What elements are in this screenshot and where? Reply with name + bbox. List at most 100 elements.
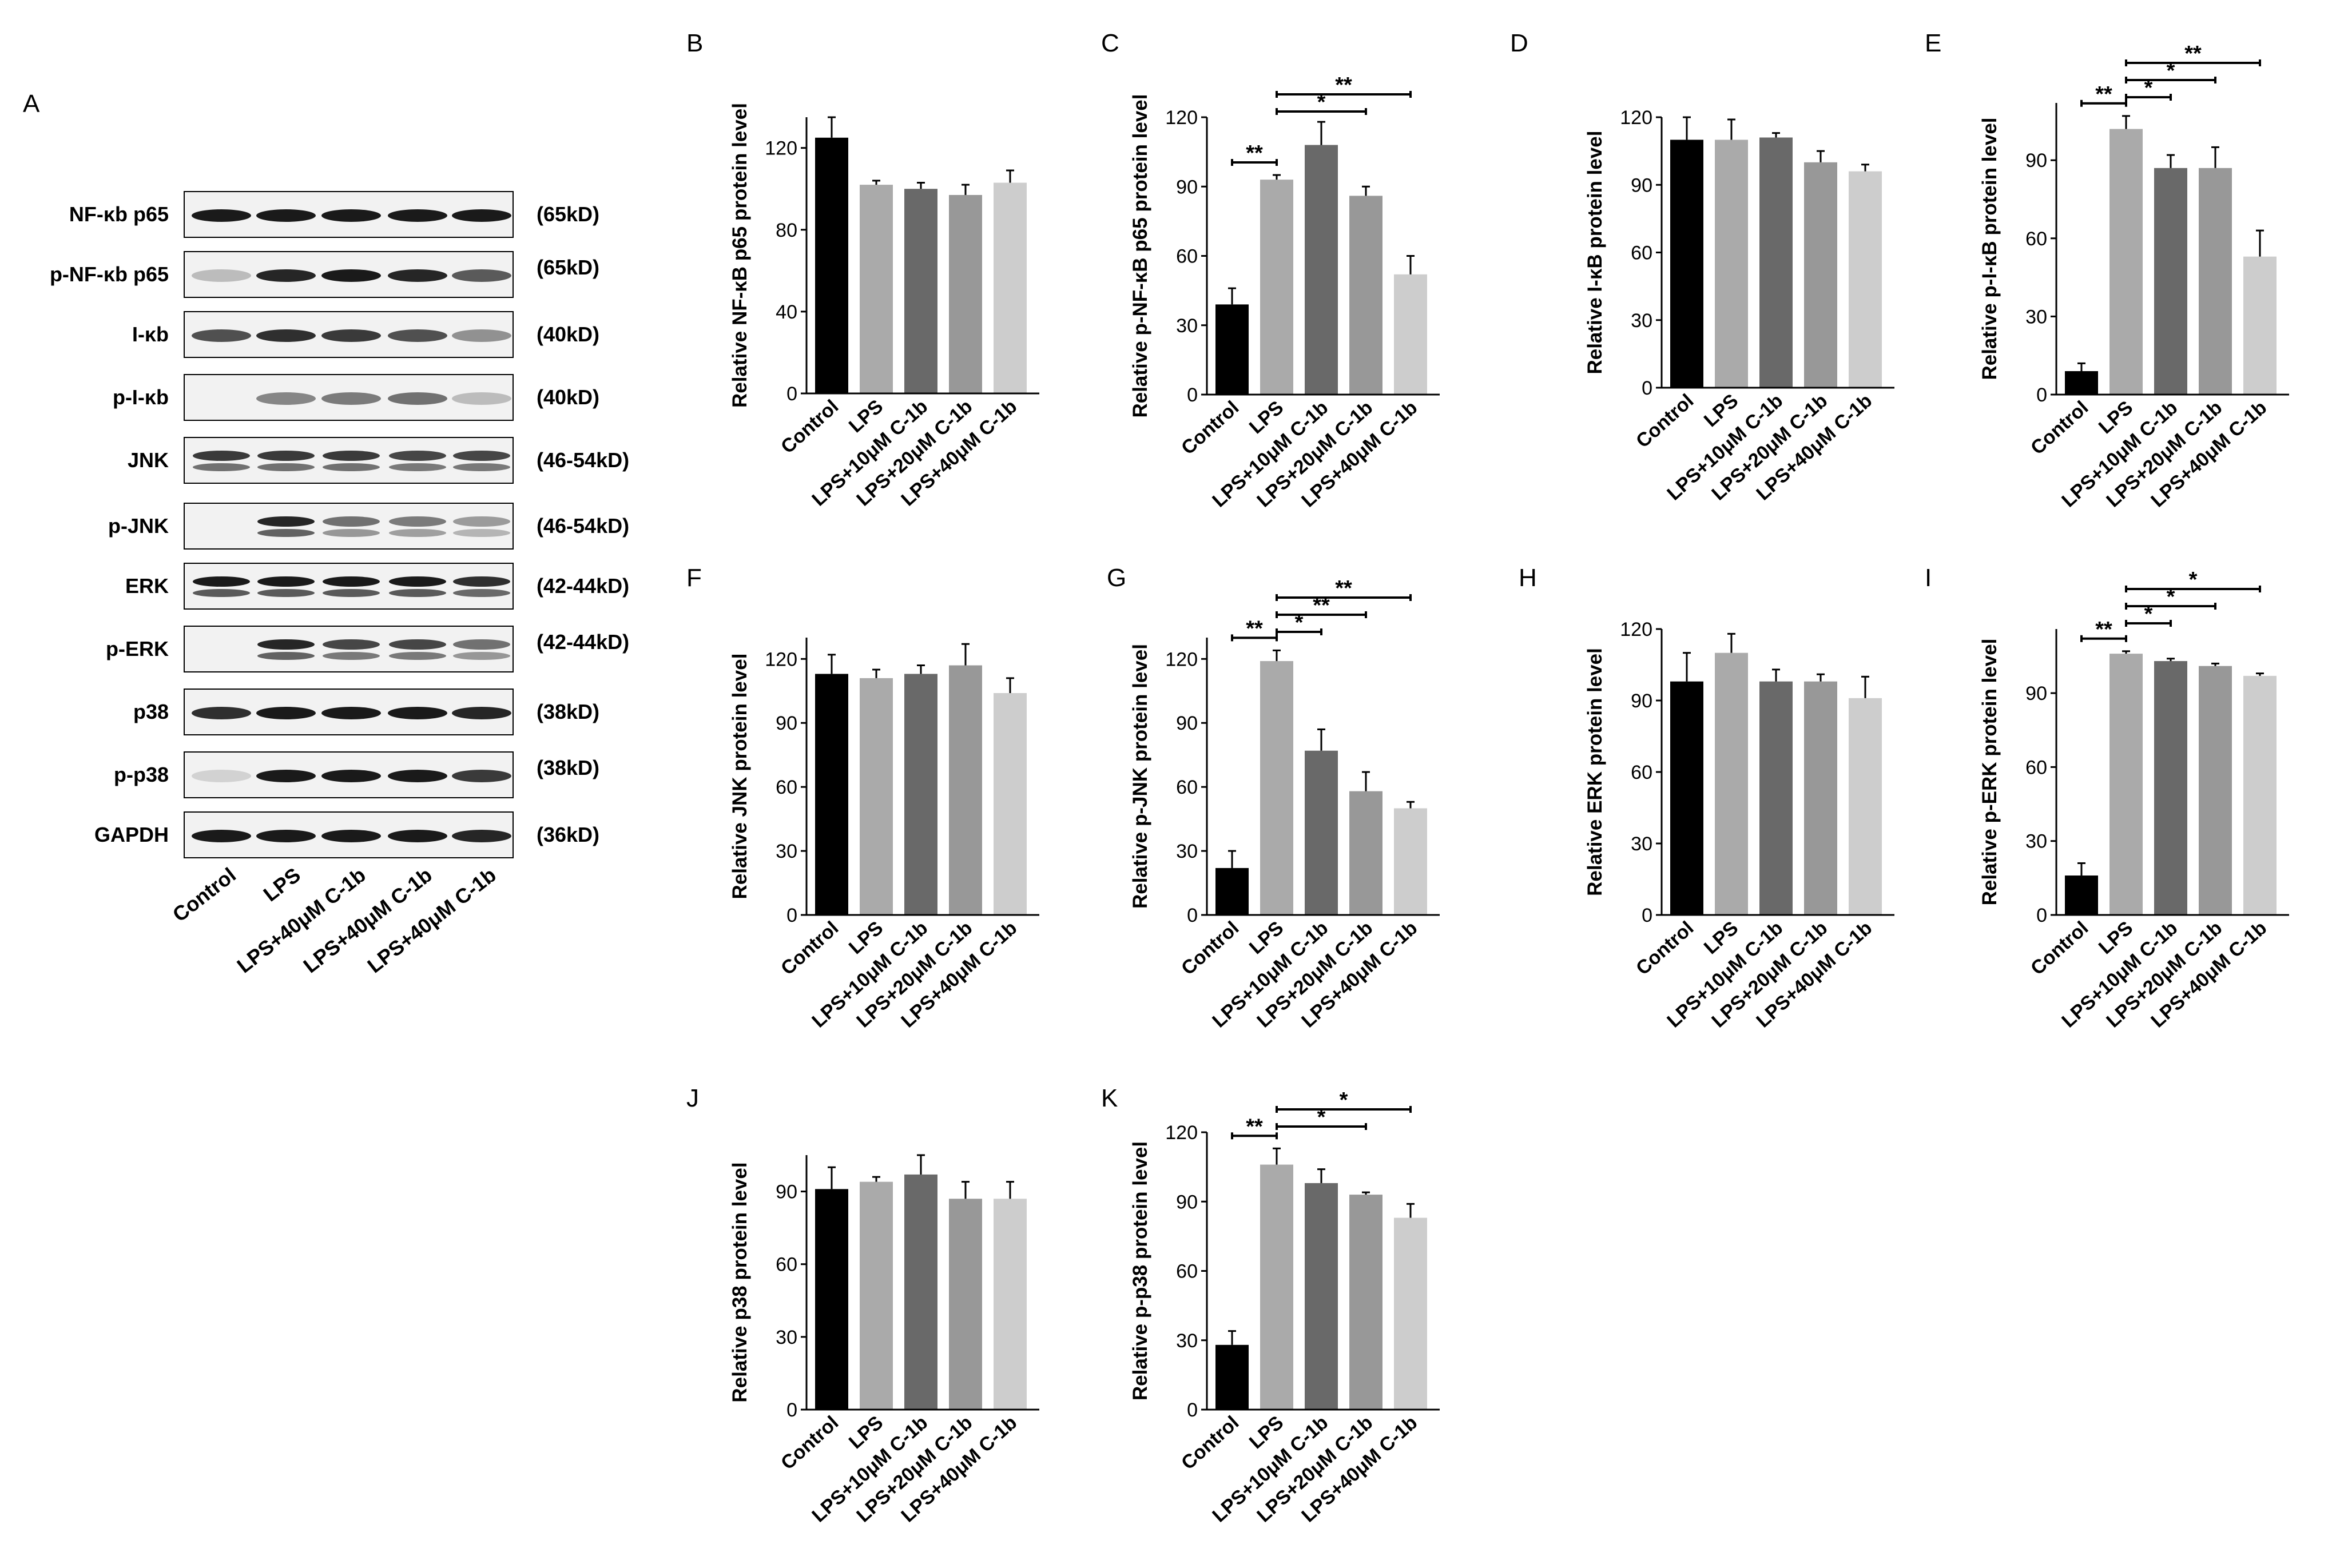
y-tick-label: 90 [1176, 1191, 1198, 1213]
chart-b: B 0 40 80 120 Relative NF-κB p65 protein leve… [686, 29, 1039, 511]
blot-lane-label: Control [168, 863, 240, 926]
blot-band [257, 463, 315, 471]
y-tick-label: 30 [1631, 310, 1652, 332]
blot-band [256, 269, 316, 282]
blot-row-label: I-κb [132, 323, 169, 346]
panel-letter: H [1519, 564, 1537, 592]
y-tick-label: 0 [786, 383, 797, 405]
blot-band [389, 451, 446, 461]
blot-band [257, 652, 315, 660]
blot-band [389, 516, 446, 527]
blot-band [388, 269, 447, 282]
blot-band [192, 770, 251, 782]
blot-band [388, 209, 447, 222]
bar [2243, 675, 2277, 915]
blot-row-size: (46-54kD) [537, 448, 629, 472]
blot-band [323, 516, 380, 527]
bar [994, 182, 1027, 393]
blot-band [256, 209, 316, 222]
bar [994, 1199, 1027, 1410]
blot-band [389, 639, 446, 650]
x-tick-label: Control [1177, 1412, 1243, 1474]
panel-letter: I [1925, 564, 1932, 592]
y-tick-label: 60 [1176, 777, 1198, 798]
blot-row: I-κb (40kD) [132, 311, 599, 358]
bar [1849, 698, 1882, 915]
y-tick-label: 0 [1187, 1399, 1198, 1421]
bar [949, 194, 982, 393]
blot-band [256, 770, 316, 782]
x-tick-label: Control [777, 1412, 843, 1474]
bar [1305, 750, 1338, 915]
blot-row: p-p38 (38kD) [114, 751, 599, 798]
bar [1670, 140, 1703, 388]
blot-row-size: (46-54kD) [537, 514, 629, 538]
blot-band [321, 392, 381, 405]
y-tick-label: 90 [2025, 150, 2047, 172]
y-axis-label: Relative I-κB protein level [1584, 130, 1606, 374]
y-tick-label: 60 [1176, 1261, 1198, 1283]
blot-band [323, 451, 380, 461]
y-tick-label: 120 [1165, 107, 1198, 129]
blot-band [321, 770, 381, 782]
bar [2199, 168, 2232, 395]
blot-row-size: (42-44kD) [537, 574, 629, 598]
bar [1349, 1195, 1382, 1410]
blot-band [388, 329, 447, 342]
panel-letter-a: A [23, 90, 40, 118]
significance-label: * [2167, 585, 2175, 609]
blot-band [453, 576, 510, 587]
blot-band [453, 463, 510, 471]
y-tick-label: 30 [1631, 833, 1652, 855]
y-axis-label: Relative p-ERK protein level [1979, 639, 2001, 906]
blot-row-label: NF-κb p65 [69, 202, 169, 226]
bar [1260, 661, 1293, 915]
bar [1759, 681, 1793, 915]
blot-band [257, 451, 315, 461]
chart-g: G 0 30 60 90 120 Relative p-JNK protein level C… [1107, 564, 1440, 1032]
significance-label: * [1340, 1088, 1348, 1112]
blot-band [257, 516, 315, 527]
blot-row-size: (36kD) [537, 823, 599, 846]
bar [2065, 371, 2098, 395]
bar [949, 1199, 982, 1410]
y-tick-label: 0 [1187, 905, 1198, 926]
y-axis-label: Relative NF-κB p65 protein level [729, 103, 751, 408]
blot-band [388, 770, 447, 782]
bar [1215, 1344, 1249, 1410]
bar [2065, 875, 2098, 915]
y-tick-label: 90 [2025, 683, 2047, 705]
y-tick-label: 60 [776, 777, 797, 798]
y-tick-label: 60 [776, 1254, 797, 1276]
blot-row-size: (65kD) [537, 202, 599, 226]
y-axis-label: Relative p-JNK protein level [1129, 644, 1151, 909]
blot-row-size: (38kD) [537, 700, 599, 723]
bar [1394, 808, 1427, 915]
blot-band [453, 639, 510, 650]
x-tick-label: Control [1177, 397, 1243, 459]
blot-band [193, 451, 250, 461]
blot-band [323, 589, 380, 597]
significance-label: * [2144, 602, 2153, 626]
y-tick-label: 120 [1165, 1122, 1198, 1144]
blot-band [389, 652, 446, 660]
x-tick-label: Control [2027, 397, 2092, 459]
y-tick-label: 30 [1176, 315, 1198, 337]
chart-e: E 0 30 60 90 Relative p-I-κB protein level Con… [1925, 29, 2289, 512]
bar [860, 1181, 893, 1410]
y-tick-label: 120 [765, 138, 797, 160]
blot-row-size: (65kD) [537, 256, 599, 279]
y-tick-label: 60 [1631, 242, 1652, 264]
chart-c: C 0 30 60 90 120 Relative p-NF-κB p65 protein … [1101, 29, 1440, 512]
blot-band [192, 329, 251, 342]
blot-band [389, 463, 446, 471]
blot-row-label: p-NF-κb p65 [50, 262, 169, 286]
blot-band [257, 576, 315, 587]
blot-band [257, 589, 315, 597]
chart-i: I 0 30 60 90 Relative p-ERK protein level Cont… [1925, 564, 2289, 1032]
blot-row-label: JNK [128, 448, 169, 472]
bar [904, 189, 937, 393]
panel-letter: C [1101, 29, 1119, 57]
x-tick-label: Control [1177, 917, 1243, 980]
